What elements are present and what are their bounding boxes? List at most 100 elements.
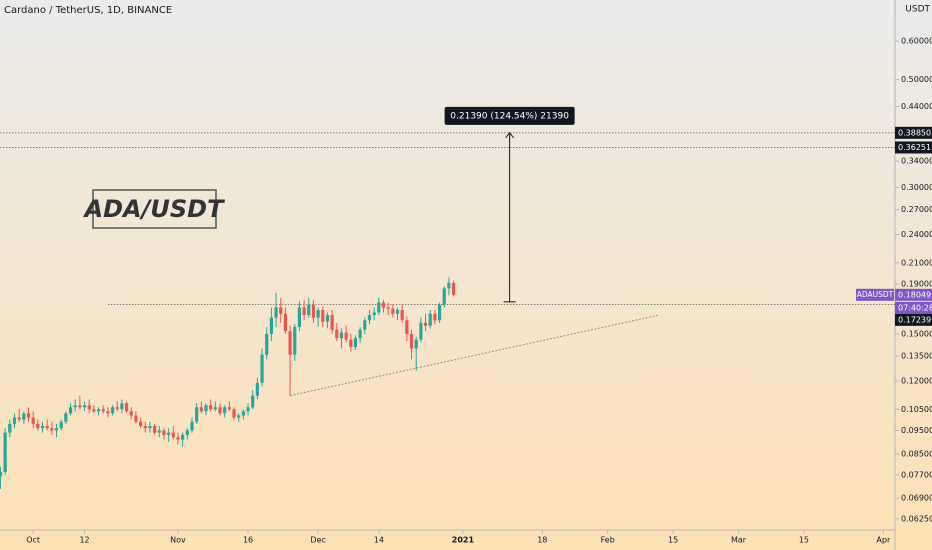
candle-body [409, 333, 414, 349]
y-tick-label: 0.12000 [901, 377, 932, 386]
candle-body [92, 409, 96, 412]
candle-body [54, 428, 59, 431]
candle-body [190, 421, 194, 431]
price-tag [895, 126, 932, 139]
candle-body [246, 407, 250, 412]
candle-body [232, 409, 236, 418]
candle-body [185, 430, 189, 435]
candle-body [223, 407, 227, 414]
x-tick-label: 18 [537, 536, 547, 545]
candle-body [36, 423, 40, 429]
candle-body [181, 434, 185, 440]
candle-body [279, 307, 283, 314]
candle-body [157, 430, 161, 433]
measure-label: 0.21390 (124.54%) 21390 [450, 111, 569, 121]
candle-body [3, 432, 7, 473]
candle-body [297, 307, 302, 327]
candle-body [176, 437, 180, 440]
candle-body [129, 411, 133, 416]
symbol-tag [856, 288, 894, 301]
y-tick-label: 0.34000 [901, 157, 932, 166]
annotation-text: ADA/USDT [83, 195, 226, 223]
candle-body [8, 423, 12, 433]
candle-body [195, 407, 199, 422]
candle-body [386, 307, 390, 309]
candle-body [167, 432, 171, 435]
candle-body [269, 317, 273, 334]
x-tick-label: Mar [731, 536, 747, 545]
price-tag [895, 288, 932, 301]
candle-body [344, 332, 348, 340]
candle-body [96, 409, 101, 412]
y-tick-label: 0.06250 [901, 514, 932, 523]
candle-body [381, 302, 386, 308]
candle-body [437, 304, 442, 321]
price-tag-label: 0.18049 [898, 290, 931, 299]
candle-body [335, 329, 339, 339]
candle-body [59, 421, 63, 429]
candle-body [237, 415, 241, 418]
candle-body [255, 382, 259, 396]
candle-body [0, 472, 3, 477]
candle-body [288, 331, 292, 355]
x-tick-label: Feb [601, 536, 615, 545]
candle-body [274, 307, 278, 318]
candle-body [241, 411, 245, 416]
candle-body [64, 413, 68, 422]
candle-body [311, 304, 316, 318]
candle-body [391, 308, 395, 314]
x-tick-label: 16 [243, 536, 253, 545]
x-tick-label: 15 [799, 536, 809, 545]
candle-body [325, 315, 330, 322]
candle-body [204, 405, 208, 412]
x-tick-label: Oct [26, 536, 40, 545]
candle-body [134, 415, 138, 422]
candle-body [372, 312, 376, 316]
y-tick-label: 0.13500 [901, 352, 932, 361]
candle-body [45, 426, 49, 429]
candle-body [283, 313, 288, 332]
candle-body [265, 333, 269, 355]
measure-arrow [505, 132, 515, 139]
x-tick-label: Apr [876, 536, 891, 545]
candle-body [148, 426, 152, 429]
candle-body [330, 315, 334, 330]
x-tick-label: 15 [668, 536, 678, 545]
y-tick-label: 0.21000 [901, 258, 932, 267]
candle-body [199, 407, 203, 412]
candle-body [419, 322, 423, 340]
y-tick-label: 0.27000 [901, 205, 932, 214]
candle-body [349, 339, 353, 347]
candle-body [143, 426, 147, 429]
candle-body [209, 405, 213, 410]
candle-body [442, 288, 446, 305]
candle-body [307, 304, 311, 316]
candle-body [423, 322, 428, 326]
currency-label: USDT [905, 5, 930, 15]
candle-body [260, 354, 264, 383]
y-tick-label: 0.60000 [901, 37, 932, 46]
candle-body [139, 421, 143, 427]
candle-body [87, 405, 91, 410]
candle-body [50, 428, 54, 431]
candle-body [363, 320, 367, 330]
candle-body [22, 413, 26, 420]
y-tick-label: 0.30000 [901, 183, 932, 192]
price-tag [895, 313, 932, 326]
x-tick-label: 12 [79, 536, 89, 545]
candle-body [447, 282, 451, 289]
candle-body [73, 405, 77, 408]
y-tick-label: 0.07700 [901, 470, 932, 479]
candle-body [153, 426, 157, 433]
candle-body [120, 403, 124, 410]
candle-body [78, 405, 82, 408]
candle-body [171, 432, 175, 438]
candle-body [251, 395, 255, 408]
price-tag-label: 0.36251 [898, 143, 931, 152]
y-tick-label: 0.06900 [901, 493, 932, 502]
candle-body [227, 407, 231, 410]
y-tick-label: 0.08500 [901, 449, 932, 458]
y-tick-label: 0.44000 [901, 102, 932, 111]
